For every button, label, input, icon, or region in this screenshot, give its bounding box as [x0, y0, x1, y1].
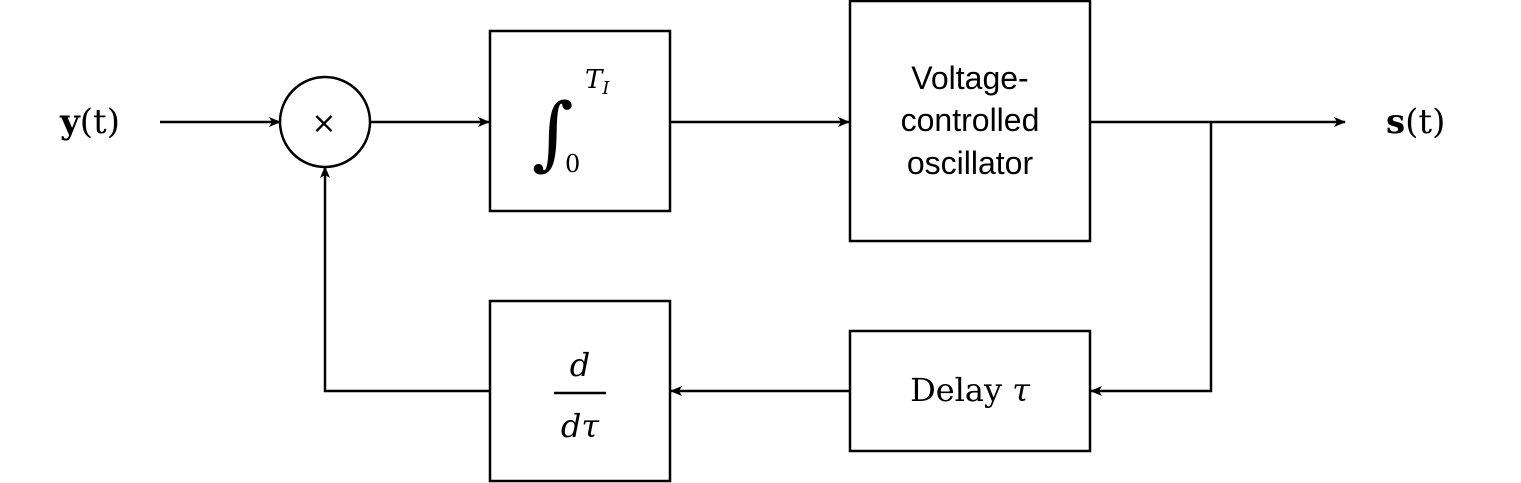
integral-sign: ∫ — [532, 86, 574, 179]
derivative-denominator: dτ — [561, 407, 600, 445]
vco-label-line-2: controlled — [901, 102, 1040, 138]
vco-label-line-3: oscillator — [907, 145, 1034, 181]
multiplier-symbol: × — [311, 106, 336, 141]
integrator-block: ∫ TI 0 — [488, 29, 672, 213]
vco-label-line-1: Voltage- — [911, 60, 1028, 96]
vco-block: Voltage- controlled oscillator — [848, 0, 1092, 243]
wire-feedback-to-delay — [1090, 122, 1213, 396]
integral-lower-limit: 0 — [565, 150, 580, 178]
output-label: s(t) — [1386, 102, 1445, 142]
derivative-numerator: d — [570, 346, 590, 384]
wire-derivative-to-multiplier — [320, 166, 489, 393]
integral-upper-limit: TI — [585, 65, 610, 99]
delay-label: Delay τ — [910, 371, 1031, 409]
multiplier-node: × — [278, 75, 372, 169]
input-label: y(t) — [59, 102, 120, 142]
delay-block: Delay τ — [848, 329, 1092, 453]
derivative-block: d dτ — [488, 299, 672, 483]
